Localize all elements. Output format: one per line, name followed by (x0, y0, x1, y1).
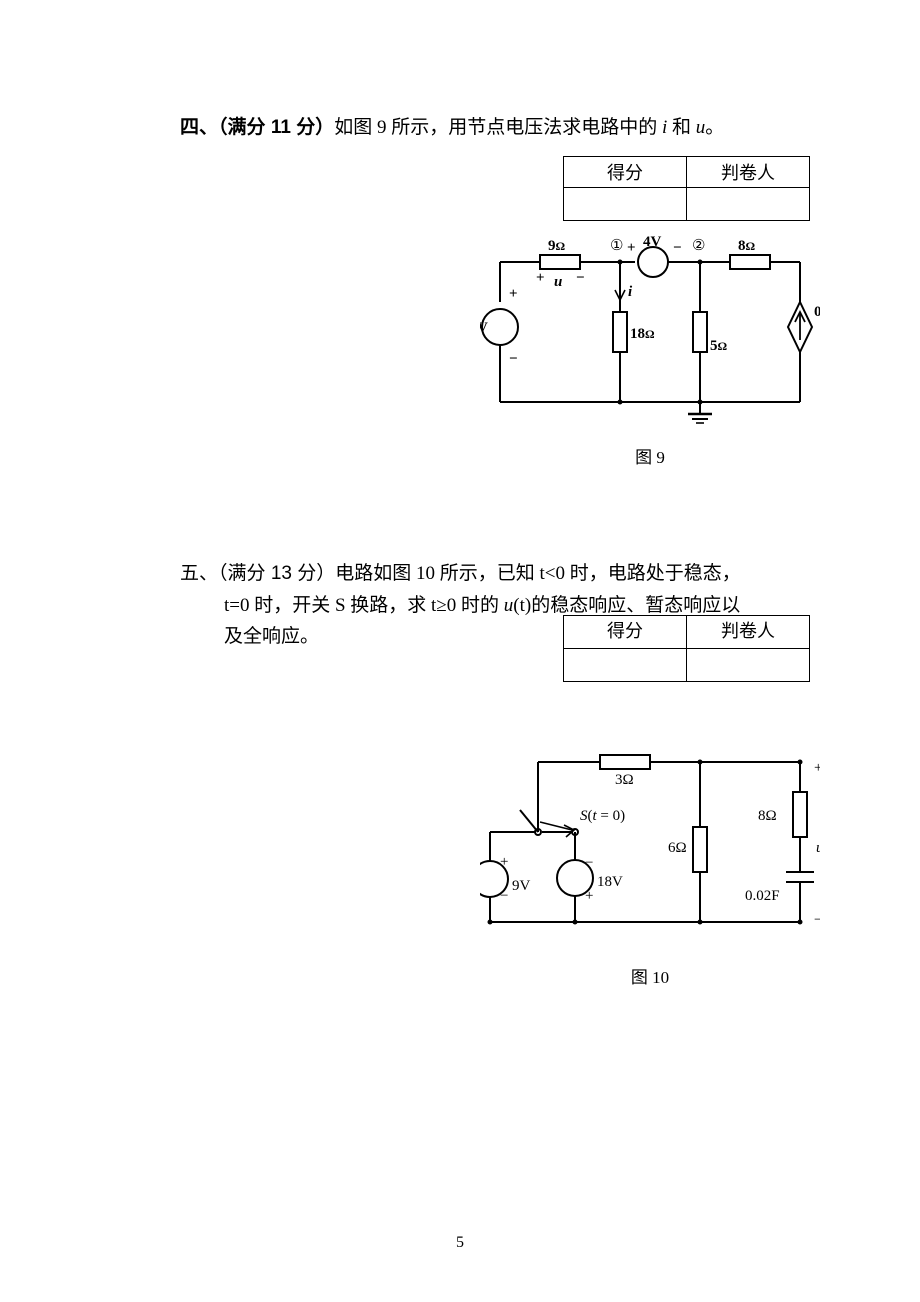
fig10-R8: 8Ω (758, 808, 777, 824)
q5-score-table: 得分 判卷人 (563, 615, 810, 682)
q5-bn: 13 (266, 563, 298, 584)
q5-num: 五、 (180, 563, 218, 584)
q4-score-h2: 判卷人 (687, 157, 810, 188)
q5-pc: ） (316, 563, 335, 584)
q4-score-h1: 得分 (564, 157, 687, 188)
fig9-4vplus: + (627, 240, 636, 256)
fig10-18v: 18V (597, 874, 623, 890)
fig10-caption: 图 10 (480, 963, 820, 988)
q4-text-b: 和 (667, 117, 696, 138)
fig9-R8: 8Ω (738, 238, 756, 254)
fig10-R3: 3Ω (615, 772, 634, 788)
fig10-C: 0.02F (745, 888, 780, 904)
q4-paren-close: ） (315, 117, 334, 138)
fig9-R9: 9Ω (548, 238, 566, 254)
figure-9-svg: 9Ω ① + 4V − ② 8Ω + u − i + − 36V 18Ω 5Ω (480, 232, 820, 432)
q4-text-c: 。 (705, 117, 724, 138)
fig9-4vminus: − (673, 240, 682, 256)
figure-9-wrap: 9Ω ① + 4V − ② 8Ω + u − i + − 36V 18Ω 5Ω (480, 232, 820, 468)
fig9-ulabel: u (554, 274, 562, 290)
q4-text-a: 如图 9 所示，用节点电压法求电路中的 (334, 117, 662, 138)
fig9-caption: 图 9 (480, 443, 820, 468)
fig9-4v: 4V (643, 234, 662, 250)
fig10-u: u (816, 840, 820, 856)
q5-block: 五、（满分 13 分）电路如图 10 所示，已知 t<0 时，电路处于稳态， t… (180, 558, 810, 652)
fig10-um: − (814, 912, 820, 928)
fig10-S: S(t = 0) (580, 808, 625, 824)
fig9-36plus: + (509, 286, 518, 302)
q5-b1: 满分 (228, 563, 266, 584)
q4-paren-open: （ (218, 117, 228, 138)
q5-b2: 分 (297, 563, 316, 584)
figure-10-svg: 3Ω 6Ω 8Ω 0.02F S(t = 0) + − 9V − + 18V +… (480, 732, 820, 952)
q4-heading: 四、（满分 11 分）如图 9 所示，用节点电压法求电路中的 i 和 u。 (180, 112, 810, 144)
q5-po: （ (218, 563, 228, 584)
content-area: 四、（满分 11 分）如图 9 所示，用节点电压法求电路中的 i 和 u。 得分… (180, 112, 810, 988)
fig10-9m: − (500, 888, 508, 904)
fig9-36minus: − (509, 351, 518, 367)
fig10-9p: + (500, 854, 508, 870)
q5-score-h1: 得分 (564, 615, 687, 648)
q5-score-h2: 判卷人 (687, 615, 810, 648)
q4-score-row: 得分 判卷人 (180, 144, 810, 224)
q5-u: u (504, 595, 514, 616)
fig10-up: + (814, 760, 820, 776)
q-gap (180, 468, 810, 558)
fig9-ilabel: i (628, 284, 633, 300)
q4-boldnum: 11 (266, 117, 297, 138)
fig9-node2: ② (692, 238, 705, 254)
fig10-R6: 6Ω (668, 840, 687, 856)
q5-score-v2 (687, 648, 810, 681)
fig9-uminus: − (576, 270, 585, 286)
fig9-R5: 5Ω (710, 338, 728, 354)
fig10-18p: + (585, 888, 593, 904)
q4-score-table: 得分 判卷人 (563, 156, 810, 221)
q5-line3-row: 及全响应。 得分 判卷人 (180, 621, 810, 652)
q5-l2b: (t)的稳态响应、暂态响应以 (513, 595, 740, 616)
q5-l3: 及全响应。 (224, 626, 319, 647)
page-number: 5 (0, 1234, 920, 1252)
q5-line1: 五、（满分 13 分）电路如图 10 所示，已知 t<0 时，电路处于稳态， (180, 558, 810, 589)
page: 四、（满分 11 分）如图 9 所示，用节点电压法求电路中的 i 和 u。 得分… (0, 0, 920, 1302)
fig10-18m: − (585, 855, 593, 871)
q5-l1a: 电路如图 10 所示，已知 t<0 时，电路处于稳态， (335, 563, 741, 584)
q5-l2a: t=0 时，开关 S 换路，求 t≥0 时的 (224, 595, 504, 616)
q4-bold2: 分 (296, 117, 315, 138)
figure-10-wrap: 3Ω 6Ω 8Ω 0.02F S(t = 0) + − 9V − + 18V +… (480, 732, 820, 988)
q4-score-v2 (687, 188, 810, 221)
q4-bold1: 满分 (228, 117, 266, 138)
fig9-node1: ① (610, 238, 623, 254)
fig9-dep: 0.1u (814, 304, 820, 320)
q4-num: 四、 (180, 117, 218, 138)
q4-var-u: u (696, 117, 706, 138)
fig9-uplus: + (536, 270, 545, 286)
q4-score-v1 (564, 188, 687, 221)
fig10-9v: 9V (512, 878, 531, 894)
q5-score-v1 (564, 648, 687, 681)
fig9-R18: 18Ω (630, 326, 655, 342)
fig9-36v: 36V (480, 320, 488, 336)
